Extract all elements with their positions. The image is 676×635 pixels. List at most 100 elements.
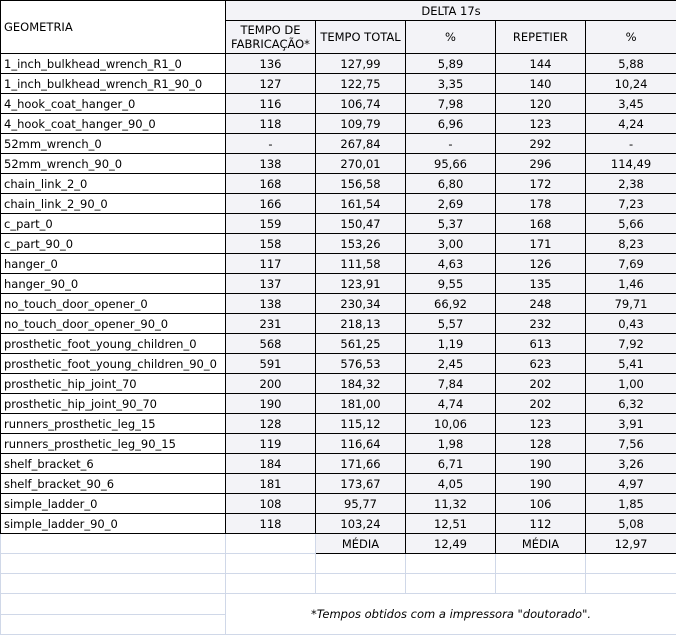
- cell-percent-total[interactable]: 1,98: [405, 433, 496, 454]
- cell-geometry-name[interactable]: hanger_0: [0, 253, 226, 274]
- cell-tempo-fabricacao[interactable]: 181: [225, 473, 316, 494]
- cell-tempo-fabricacao[interactable]: 166: [225, 193, 316, 214]
- empty-cell[interactable]: [225, 573, 316, 594]
- cell-geometry-name[interactable]: 52mm_wrench_0: [0, 133, 226, 154]
- cell-repetier[interactable]: 120: [495, 93, 586, 114]
- cell-tempo-total[interactable]: 156,58: [315, 173, 406, 194]
- cell-geometry-name[interactable]: chain_link_2_0: [0, 173, 226, 194]
- empty-cell[interactable]: [225, 533, 316, 554]
- cell-tempo-fabricacao[interactable]: 136: [225, 53, 316, 74]
- cell-percent-repetier[interactable]: 1,46: [584, 273, 676, 294]
- empty-cell[interactable]: [405, 553, 496, 574]
- cell-percent-repetier[interactable]: 7,23: [584, 193, 676, 214]
- footnote[interactable]: *Tempos obtidos com a impressora "doutor…: [224, 593, 676, 635]
- empty-cell[interactable]: [495, 573, 586, 594]
- empty-cell[interactable]: [0, 533, 226, 554]
- cell-percent-total[interactable]: 2,45: [405, 353, 496, 374]
- cell-repetier[interactable]: 178: [495, 193, 586, 214]
- cell-percent-repetier[interactable]: 5,66: [584, 213, 676, 234]
- cell-percent-repetier[interactable]: 114,49: [584, 153, 676, 174]
- cell-percent-total[interactable]: -: [405, 133, 496, 154]
- cell-tempo-fabricacao[interactable]: 127: [225, 73, 316, 94]
- cell-percent-repetier[interactable]: 79,71: [584, 293, 676, 314]
- cell-tempo-fabricacao[interactable]: 568: [225, 333, 316, 354]
- cell-geometry-name[interactable]: prosthetic_hip_joint_70: [0, 373, 226, 394]
- cell-repetier[interactable]: 296: [495, 153, 586, 174]
- cell-tempo-total[interactable]: 230,34: [315, 293, 406, 314]
- cell-percent-total[interactable]: 11,32: [405, 493, 496, 514]
- cell-tempo-total[interactable]: 161,54: [315, 193, 406, 214]
- empty-cell[interactable]: [584, 573, 676, 594]
- cell-geometry-name[interactable]: shelf_bracket_6: [0, 453, 226, 474]
- empty-cell[interactable]: [0, 553, 226, 574]
- cell-tempo-total[interactable]: 123,91: [315, 273, 406, 294]
- cell-geometry-name[interactable]: runners_prosthetic_leg_15: [0, 413, 226, 434]
- cell-repetier[interactable]: 144: [495, 53, 586, 74]
- cell-tempo-total[interactable]: 103,24: [315, 513, 406, 534]
- cell-percent-total[interactable]: 4,05: [405, 473, 496, 494]
- empty-cell[interactable]: [225, 553, 316, 574]
- empty-cell[interactable]: [315, 573, 406, 594]
- cell-percent-total[interactable]: 66,92: [405, 293, 496, 314]
- cell-percent-repetier[interactable]: 1,00: [584, 373, 676, 394]
- cell-percent-repetier[interactable]: -: [584, 133, 676, 154]
- cell-geometry-name[interactable]: chain_link_2_90_0: [0, 193, 226, 214]
- cell-percent-repetier[interactable]: 4,97: [584, 473, 676, 494]
- cell-tempo-fabricacao[interactable]: 108: [225, 493, 316, 514]
- cell-tempo-fabricacao[interactable]: 159: [225, 213, 316, 234]
- cell-percent-total[interactable]: 3,35: [405, 73, 496, 94]
- cell-tempo-fabricacao[interactable]: -: [225, 133, 316, 154]
- header-geometry[interactable]: GEOMETRIA: [0, 0, 226, 54]
- cell-percent-total[interactable]: 9,55: [405, 273, 496, 294]
- cell-tempo-fabricacao[interactable]: 158: [225, 233, 316, 254]
- cell-tempo-total[interactable]: 150,47: [315, 213, 406, 234]
- cell-percent-repetier[interactable]: 7,92: [584, 333, 676, 354]
- cell-tempo-fabricacao[interactable]: 118: [225, 513, 316, 534]
- media-label-1[interactable]: MÉDIA: [315, 533, 406, 554]
- cell-geometry-name[interactable]: 52mm_wrench_90_0: [0, 153, 226, 174]
- cell-percent-total[interactable]: 6,71: [405, 453, 496, 474]
- cell-repetier[interactable]: 232: [495, 313, 586, 334]
- cell-repetier[interactable]: 248: [495, 293, 586, 314]
- cell-percent-total[interactable]: 4,74: [405, 393, 496, 414]
- empty-cell[interactable]: [315, 553, 406, 574]
- empty-cell[interactable]: [0, 573, 226, 594]
- cell-percent-repetier[interactable]: 3,26: [584, 453, 676, 474]
- cell-tempo-total[interactable]: 576,53: [315, 353, 406, 374]
- cell-tempo-total[interactable]: 115,12: [315, 413, 406, 434]
- cell-percent-repetier[interactable]: 5,08: [584, 513, 676, 534]
- cell-geometry-name[interactable]: 1_inch_bulkhead_wrench_R1_0: [0, 53, 226, 74]
- media-value-2[interactable]: 12,97: [584, 533, 676, 554]
- cell-tempo-total[interactable]: 561,25: [315, 333, 406, 354]
- cell-tempo-total[interactable]: 95,77: [315, 493, 406, 514]
- cell-tempo-total[interactable]: 218,13: [315, 313, 406, 334]
- cell-tempo-total[interactable]: 184,32: [315, 373, 406, 394]
- cell-percent-total[interactable]: 7,98: [405, 93, 496, 114]
- cell-geometry-name[interactable]: 4_hook_coat_hanger_90_0: [0, 113, 226, 134]
- cell-repetier[interactable]: 172: [495, 173, 586, 194]
- cell-tempo-fabricacao[interactable]: 137: [225, 273, 316, 294]
- cell-tempo-fabricacao[interactable]: 200: [225, 373, 316, 394]
- cell-tempo-total[interactable]: 267,84: [315, 133, 406, 154]
- cell-percent-repetier[interactable]: 5,88: [584, 53, 676, 74]
- empty-cell[interactable]: [0, 593, 226, 615]
- cell-percent-repetier[interactable]: 8,23: [584, 233, 676, 254]
- cell-percent-total[interactable]: 6,80: [405, 173, 496, 194]
- cell-tempo-fabricacao[interactable]: 116: [225, 93, 316, 114]
- cell-tempo-fabricacao[interactable]: 591: [225, 353, 316, 374]
- cell-repetier[interactable]: 613: [495, 333, 586, 354]
- cell-percent-repetier[interactable]: 3,45: [584, 93, 676, 114]
- cell-tempo-fabricacao[interactable]: 190: [225, 393, 316, 414]
- cell-tempo-total[interactable]: 153,26: [315, 233, 406, 254]
- cell-percent-repetier[interactable]: 7,56: [584, 433, 676, 454]
- empty-cell[interactable]: [0, 613, 226, 635]
- cell-tempo-total[interactable]: 181,00: [315, 393, 406, 414]
- cell-percent-repetier[interactable]: 2,38: [584, 173, 676, 194]
- cell-repetier[interactable]: 135: [495, 273, 586, 294]
- empty-cell[interactable]: [405, 573, 496, 594]
- cell-percent-repetier[interactable]: 1,85: [584, 493, 676, 514]
- cell-repetier[interactable]: 190: [495, 473, 586, 494]
- cell-geometry-name[interactable]: shelf_bracket_90_6: [0, 473, 226, 494]
- cell-tempo-fabricacao[interactable]: 184: [225, 453, 316, 474]
- cell-geometry-name[interactable]: simple_ladder_0: [0, 493, 226, 514]
